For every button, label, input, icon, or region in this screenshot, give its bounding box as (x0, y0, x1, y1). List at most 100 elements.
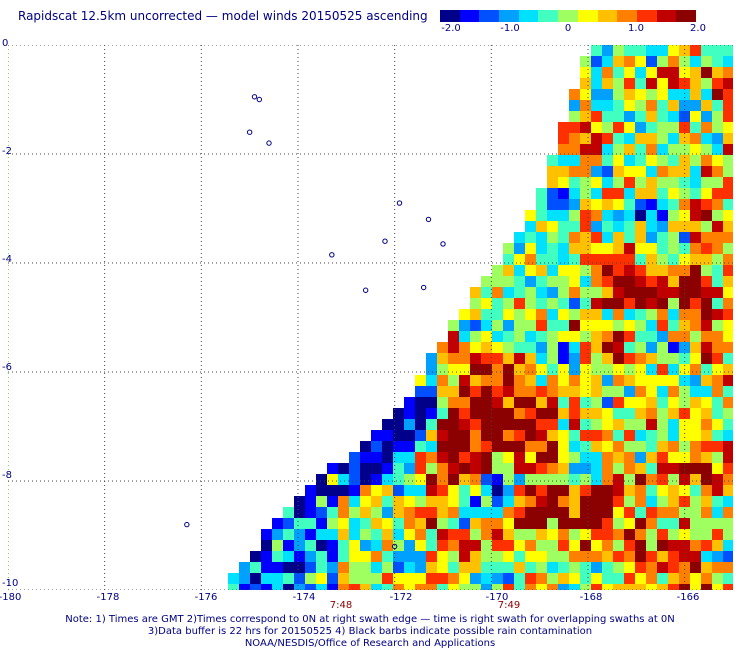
wind-cell (547, 320, 558, 331)
wind-cell (668, 122, 679, 133)
wind-cell (723, 408, 733, 419)
wind-cell (723, 430, 733, 441)
wind-cell (481, 551, 492, 562)
wind-cell (569, 540, 580, 551)
wind-cell (591, 133, 602, 144)
wind-cell (558, 485, 569, 496)
wind-cell (679, 177, 690, 188)
wind-cell (624, 287, 635, 298)
wind-cell (547, 166, 558, 177)
wind-cell (690, 122, 701, 133)
wind-cell (602, 375, 613, 386)
wind-cell (382, 518, 393, 529)
wind-cell (701, 276, 712, 287)
wind-cell (558, 155, 569, 166)
wind-cell (558, 342, 569, 353)
wind-cell (591, 430, 602, 441)
wind-cell (712, 133, 723, 144)
wind-cell (613, 529, 624, 540)
wind-cell (272, 540, 283, 551)
wind-cell (635, 584, 646, 590)
wind-cell (580, 397, 591, 408)
island-outline (362, 287, 369, 293)
wind-cell (613, 419, 624, 430)
wind-cell (459, 408, 470, 419)
wind-cell (547, 353, 558, 364)
wind-cell (668, 485, 679, 496)
wind-cell (294, 573, 305, 584)
wind-cell (294, 562, 305, 573)
wind-cell (712, 111, 723, 122)
wind-cell (602, 89, 613, 100)
wind-cell (723, 309, 733, 320)
wind-cell (536, 353, 547, 364)
wind-cell (558, 375, 569, 386)
wind-cell (580, 584, 591, 590)
wind-cell (602, 254, 613, 265)
wind-cell (668, 265, 679, 276)
wind-cell (635, 386, 646, 397)
wind-cell (701, 298, 712, 309)
wind-cell (426, 584, 437, 590)
wind-cell (481, 353, 492, 364)
wind-cell (415, 430, 426, 441)
wind-cell (723, 45, 733, 56)
wind-cell (514, 474, 525, 485)
wind-cell (723, 584, 733, 590)
wind-cell (723, 155, 733, 166)
wind-cell (371, 573, 382, 584)
wind-cell (525, 518, 536, 529)
wind-cell (393, 551, 404, 562)
wind-cell (349, 463, 360, 474)
wind-cell (448, 452, 459, 463)
wind-cell (591, 298, 602, 309)
wind-cell (426, 441, 437, 452)
wind-cell (558, 441, 569, 452)
island-outline (329, 252, 335, 258)
wind-cell (668, 276, 679, 287)
wind-cell (437, 419, 448, 430)
wind-cell (569, 551, 580, 562)
wind-cell (635, 320, 646, 331)
wind-cell (294, 551, 305, 562)
wind-cell (547, 496, 558, 507)
wind-cell (723, 243, 733, 254)
wind-cell (448, 529, 459, 540)
wind-cell (382, 496, 393, 507)
wind-cell (294, 540, 305, 551)
wind-cell (349, 529, 360, 540)
wind-cell (723, 89, 733, 100)
wind-cell (360, 441, 371, 452)
wind-cell (701, 463, 712, 474)
wind-cell (602, 408, 613, 419)
wind-cell (668, 298, 679, 309)
wind-cell (327, 584, 338, 590)
island-outline (246, 129, 253, 135)
wind-cell (690, 155, 701, 166)
wind-cell (415, 441, 426, 452)
wind-cell (701, 111, 712, 122)
wind-cell (261, 573, 272, 584)
wind-cell (569, 573, 580, 584)
wind-cell (415, 540, 426, 551)
wind-cell (283, 540, 294, 551)
wind-cell (646, 408, 657, 419)
wind-cell (690, 364, 701, 375)
wind-cell (294, 507, 305, 518)
wind-cell (701, 188, 712, 199)
wind-cell (426, 375, 437, 386)
wind-cell (701, 221, 712, 232)
wind-cell (701, 177, 712, 188)
lat-label: -4 (2, 254, 12, 265)
wind-cell (624, 155, 635, 166)
wind-cell (613, 67, 624, 78)
wind-cell (690, 518, 701, 529)
island-outline (440, 241, 446, 247)
wind-cell (580, 529, 591, 540)
wind-cell (558, 320, 569, 331)
wind-cell (613, 122, 624, 133)
wind-cell (613, 232, 624, 243)
wind-cell (415, 397, 426, 408)
wind-cell (536, 529, 547, 540)
wind-cell (360, 562, 371, 573)
